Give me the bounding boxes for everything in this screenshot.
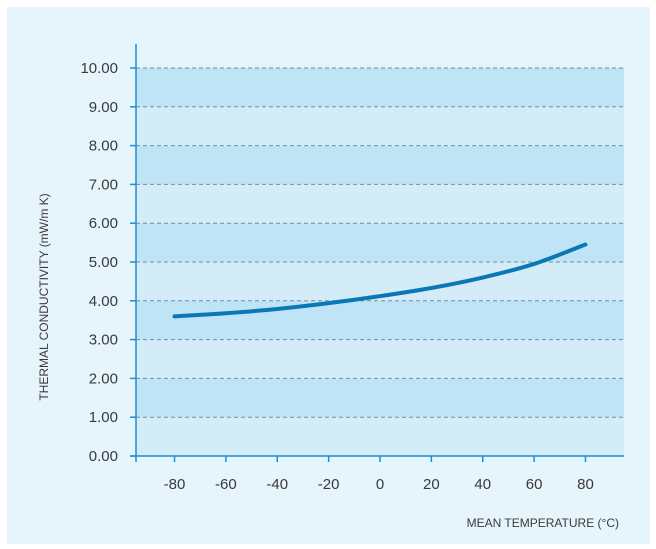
series-line: [172, 242, 588, 319]
x-tick-label: 60: [526, 476, 543, 493]
plot-band: [136, 106, 624, 146]
y-axis-title: THERMAL CONDUCTIVITY (mW/m K): [37, 193, 51, 400]
plot-band: [136, 339, 624, 379]
x-tick-label: -40: [266, 476, 288, 493]
x-tick-label: 80: [577, 476, 594, 493]
plot-band: [136, 300, 624, 340]
plot-band: [136, 145, 624, 185]
plot-band: [136, 378, 624, 418]
x-tick-label: -20: [318, 476, 340, 493]
y-tick-label: 1.00: [89, 409, 118, 426]
y-tick-label: 7.00: [89, 176, 118, 193]
y-tick-label: 8.00: [89, 138, 118, 155]
y-tick-label: 5.00: [89, 254, 118, 271]
y-tick-label: 10.00: [80, 60, 118, 77]
x-tick-label: -60: [215, 476, 237, 493]
x-tick-label: 40: [474, 476, 491, 493]
x-axis-title: MEAN TEMPERATURE (°C): [467, 516, 619, 530]
plot-band: [136, 417, 624, 456]
plot-band: [136, 68, 624, 107]
y-tick-label: 3.00: [89, 332, 118, 349]
y-tick-label: 2.00: [89, 370, 118, 387]
plot-band: [136, 184, 624, 224]
y-tick-label: 9.00: [89, 99, 118, 116]
y-tick-label: 6.00: [89, 215, 118, 232]
x-tick-label: 0: [376, 476, 384, 493]
x-tick-labels: -80 -60 -40 -20 0 20 40 60 80: [164, 476, 594, 493]
plot-bands: [136, 68, 624, 456]
x-tick-label: 20: [423, 476, 440, 493]
axes: [130, 44, 624, 462]
y-tick-labels: 0.00 1.00 2.00 3.00 4.00 5.00 6.00 7.00 8.00 9.00…: [80, 60, 118, 465]
y-tick-label: 4.00: [89, 293, 118, 310]
plot-band: [136, 223, 624, 262]
x-tick-label: -80: [164, 476, 186, 493]
y-tick-label: 0.00: [89, 448, 118, 465]
